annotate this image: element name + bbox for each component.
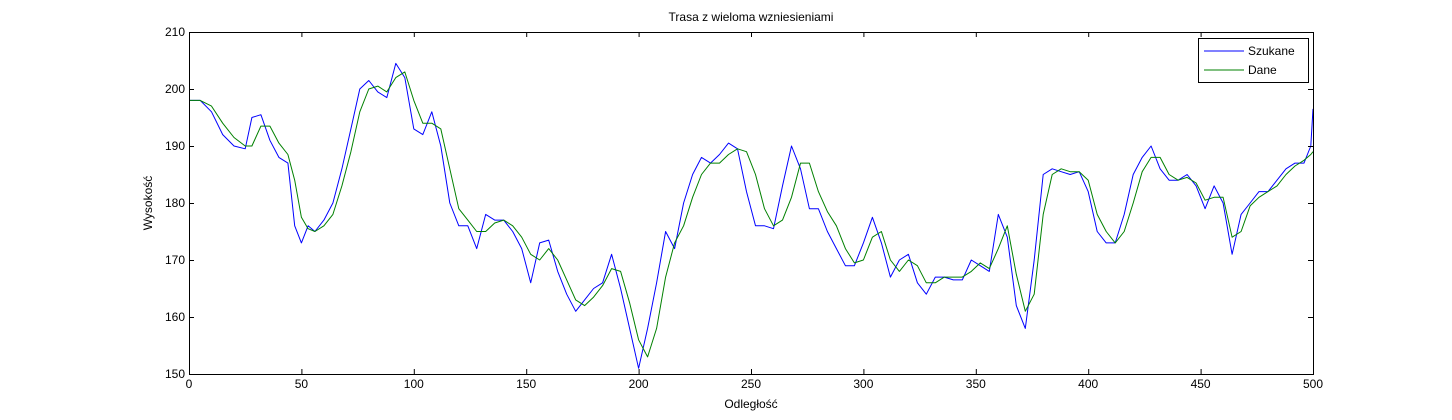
x-tick-label: 400 — [1078, 377, 1098, 391]
y-tick-label: 150 — [165, 367, 185, 381]
y-tick-label: 200 — [165, 82, 185, 96]
series-line-szukane — [189, 62, 1314, 369]
y-axis-title: Wysokość — [141, 176, 155, 231]
x-tick-label: 150 — [516, 377, 536, 391]
series-lines — [189, 62, 1314, 369]
y-tick-label: 190 — [165, 139, 185, 153]
x-tick-label: 450 — [1191, 377, 1211, 391]
y-tick-label: 180 — [165, 196, 185, 210]
x-tick-label: 200 — [629, 377, 649, 391]
series-line-dane — [189, 71, 1314, 358]
y-tick-label: 170 — [165, 253, 185, 267]
legend-label: Dane — [1248, 63, 1277, 77]
x-tick-label: 300 — [853, 377, 873, 391]
x-tick-label: 250 — [741, 377, 761, 391]
x-axis-title: Odległość — [724, 397, 777, 411]
legend: Szukane Dane — [1198, 38, 1309, 83]
y-axis-ticks: 150 160 170 180 190 200 210 — [165, 25, 1313, 381]
legend-label: Szukane — [1248, 44, 1295, 58]
x-tick-label: 500 — [1303, 377, 1323, 391]
x-tick-label: 350 — [966, 377, 986, 391]
y-tick-label: 210 — [165, 25, 185, 39]
x-tick-label: 0 — [186, 377, 193, 391]
plot-area — [189, 32, 1313, 374]
chart-title: Trasa z wieloma wzniesieniami — [669, 10, 834, 24]
x-tick-label: 100 — [404, 377, 424, 391]
legend-box — [1198, 38, 1309, 83]
x-tick-label: 50 — [295, 377, 309, 391]
y-tick-label: 160 — [165, 310, 185, 324]
x-axis-ticks: 0 50 100 150 200 250 300 350 400 450 500 — [186, 32, 1323, 391]
